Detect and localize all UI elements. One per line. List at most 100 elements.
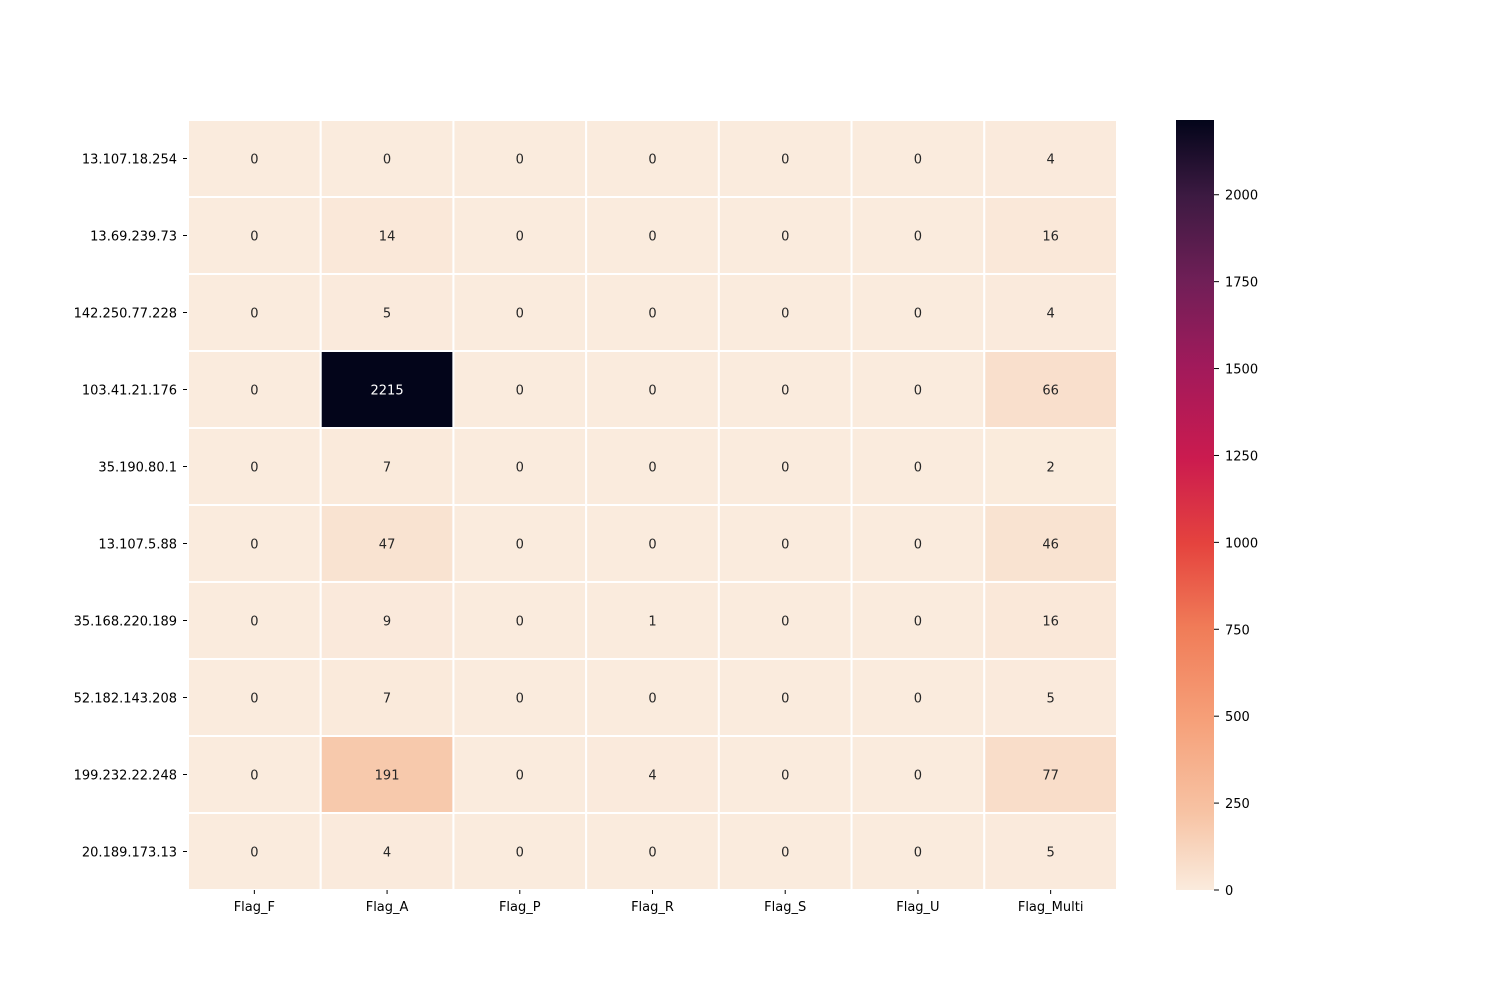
cell-value-label: 0 [648,461,656,476]
cell-value-label: 0 [781,538,789,553]
colorbar-tick-label: 1500 [1225,363,1258,378]
heatmap-cell [187,427,322,506]
cell-value-label: 0 [648,846,656,861]
cell-value-label: 0 [914,538,922,553]
cell-value-label: 0 [250,615,258,630]
cell-value-label: 0 [383,153,391,168]
cell-value-label: 0 [648,307,656,322]
cell-value-label: 4 [1047,307,1055,322]
cell-value-label: 0 [914,153,922,168]
heatmap-cell [585,504,720,583]
cell-value-label: 0 [516,538,524,553]
y-tick-label: 13.69.239.73 [90,230,177,245]
cell-value-label: 0 [516,846,524,861]
heatmap-cell [983,658,1118,737]
y-tick-label: 52.182.143.208 [74,692,177,707]
x-tick-label: Flag_A [366,900,409,915]
cell-value-label: 0 [648,230,656,245]
heatmap-cell [187,504,322,583]
y-tick-label: 35.190.80.1 [98,461,177,476]
heatmap-cell [319,350,455,429]
heatmap-cell [452,581,588,660]
heatmap-cell [983,196,1118,275]
cell-value-label: 47 [379,538,396,553]
x-tick-label: Flag_U [896,900,939,915]
heatmap-cell [717,812,853,891]
cell-value-label: 4 [1047,153,1055,168]
colorbar-tick-label: 500 [1225,710,1250,725]
cell-value-label: 0 [250,153,258,168]
heatmap-cell [319,273,455,352]
cell-value-label: 0 [250,846,258,861]
cell-value-label: 77 [1042,769,1059,784]
cell-value-label: 16 [1042,230,1059,245]
heatmap-cell [983,350,1118,429]
cell-value-label: 0 [914,615,922,630]
heatmap-cell [850,273,986,352]
y-tick-label: 13.107.18.254 [82,153,177,168]
cell-value-label: 0 [914,307,922,322]
cell-value-label: 5 [1047,692,1055,707]
heatmap-cell [717,658,853,737]
y-tick-label: 20.189.173.13 [82,846,177,861]
heatmap-cell [717,196,853,275]
x-tick-label: Flag_R [631,900,674,915]
cell-value-label: 0 [914,230,922,245]
heatmap-cell [717,581,853,660]
heatmap-cell [585,273,720,352]
cell-value-label: 0 [781,846,789,861]
heatmap-cell [187,196,322,275]
y-tick-label: 13.107.5.88 [98,538,177,553]
colorbar-tick-label: 750 [1225,623,1250,638]
cell-value-label: 0 [781,230,789,245]
cell-value-label: 0 [648,384,656,399]
cell-value-label: 5 [1047,846,1055,861]
heatmap-cell [319,504,455,583]
cell-value-label: 0 [781,307,789,322]
x-tick-label: Flag_F [234,900,275,915]
y-tick-label: 199.232.22.248 [74,769,177,784]
cell-value-label: 16 [1042,615,1059,630]
cell-value-label: 0 [250,384,258,399]
heatmap-cell [717,504,853,583]
cell-value-label: 0 [914,384,922,399]
heatmap-cell [717,735,853,814]
cell-value-label: 0 [781,461,789,476]
cell-value-label: 0 [516,230,524,245]
heatmap-cell [319,658,455,737]
heatmap-cell [319,119,455,198]
x-axis: Flag_F Flag_A Flag_P Flag_R Flag_S Flag_U Flag… [234,890,1083,915]
heatmap-cells: 0 0 0 0 0 0 40 14 0 0 0 0 160 5 0 0 0 0 40 2215 0 0 0 0 660 7 0 0 0 0… [187,119,1118,891]
cell-value-label: 0 [914,692,922,707]
y-tick-label: 142.250.77.228 [74,307,177,322]
cell-value-label: 4 [383,846,391,861]
colorbar-tick-label: 250 [1225,797,1250,812]
heatmap-cell [850,350,986,429]
cell-value-label: 46 [1042,538,1059,553]
heatmap-cell [187,812,322,891]
heatmap-cell [187,658,322,737]
cell-value-label: 0 [516,384,524,399]
cell-value-label: 66 [1042,384,1059,399]
heatmap-cell [585,658,720,737]
cell-value-label: 0 [781,692,789,707]
heatmap-cell [850,658,986,737]
cell-value-label: 0 [250,461,258,476]
cell-value-label: 7 [383,692,391,707]
heatmap-cell [452,119,588,198]
heatmap-cell [850,581,986,660]
cell-value-label: 9 [383,615,391,630]
colorbar-tick-label: 0 [1225,884,1233,899]
heatmap-cell [850,812,986,891]
cell-value-label: 0 [781,769,789,784]
cell-value-label: 0 [914,769,922,784]
colorbar-tick-label: 1250 [1225,449,1258,464]
cell-value-label: 0 [781,384,789,399]
cell-value-label: 0 [250,692,258,707]
cell-value-label: 5 [383,307,391,322]
heatmap-cell [452,427,588,506]
cell-value-label: 0 [516,307,524,322]
cell-value-label: 0 [516,769,524,784]
cell-value-label: 0 [781,615,789,630]
